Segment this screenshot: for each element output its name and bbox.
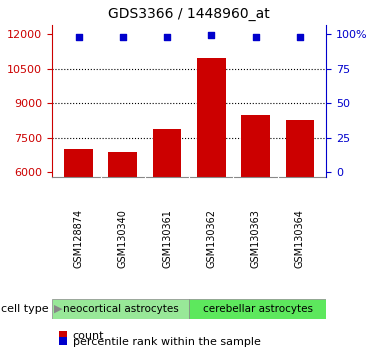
Bar xyxy=(153,129,181,311)
Text: percentile rank within the sample: percentile rank within the sample xyxy=(73,337,260,347)
Point xyxy=(76,34,82,40)
Text: GSM130361: GSM130361 xyxy=(162,209,172,268)
Point xyxy=(120,34,126,40)
Text: cerebellar astrocytes: cerebellar astrocytes xyxy=(203,304,313,314)
Text: GSM130364: GSM130364 xyxy=(295,209,305,268)
Text: GSM130362: GSM130362 xyxy=(206,209,216,268)
Bar xyxy=(189,299,326,319)
Title: GDS3366 / 1448960_at: GDS3366 / 1448960_at xyxy=(108,7,270,21)
Point xyxy=(253,34,259,40)
Text: GSM130340: GSM130340 xyxy=(118,209,128,268)
Bar xyxy=(286,120,314,311)
Text: GSM128874: GSM128874 xyxy=(73,209,83,268)
Point xyxy=(209,33,214,38)
Bar xyxy=(64,149,93,311)
Text: cell type: cell type xyxy=(1,304,48,314)
Text: GSM130363: GSM130363 xyxy=(251,209,261,268)
Bar xyxy=(52,299,189,319)
Text: neocortical astrocytes: neocortical astrocytes xyxy=(63,304,178,314)
Text: ▶: ▶ xyxy=(54,304,62,314)
Point xyxy=(164,34,170,40)
Text: count: count xyxy=(73,331,104,341)
Bar xyxy=(197,58,226,311)
Point xyxy=(297,34,303,40)
Bar xyxy=(108,152,137,311)
Bar xyxy=(241,115,270,311)
